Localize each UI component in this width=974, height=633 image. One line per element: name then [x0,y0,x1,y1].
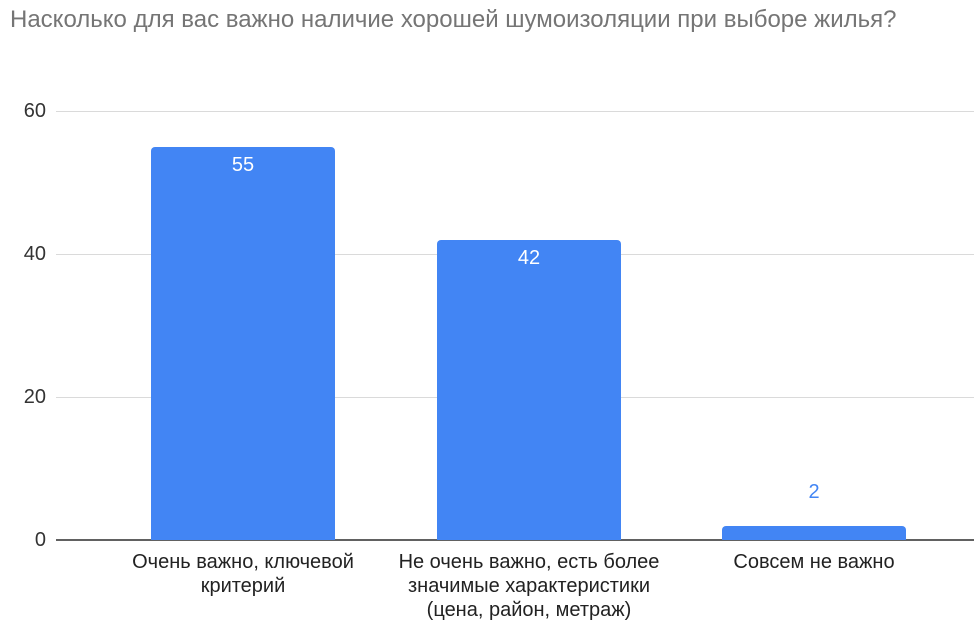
chart-title: Насколько для вас важно наличие хорошей … [10,6,897,33]
x-axis-category-label: Очень важно, ключевой критерий [132,551,354,597]
bar [151,146,335,540]
y-axis-tick-label: 0 [34,529,46,551]
y-axis-tick-label: 60 [23,100,46,122]
x-axis-category-label: Совсем не важно [733,551,895,573]
bar [437,239,621,540]
y-axis-tick-label: 20 [23,386,46,408]
x-axis-category-label: Не очень важно, есть более значимые хара… [398,551,660,621]
bar-value-label: 2 [808,480,820,503]
x-axis-baseline [56,539,974,541]
gridline [56,110,974,112]
bar-value-label: 42 [517,246,541,269]
bar [722,525,906,540]
bar-value-label: 55 [231,153,255,176]
y-axis-tick-label: 40 [23,243,46,265]
